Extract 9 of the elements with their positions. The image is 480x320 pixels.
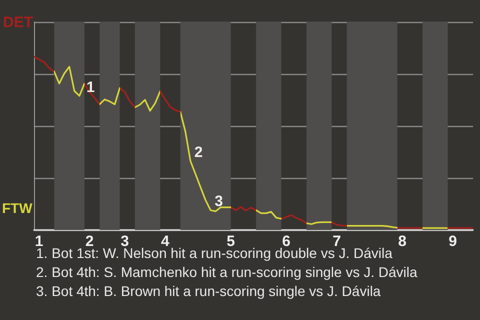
text: 3. Bot 4th: B. Brown hit a run-scoring single vs J. Dávila xyxy=(36,283,381,299)
annotation: 3 xyxy=(214,193,223,210)
text: DET xyxy=(3,14,33,31)
text: FTW xyxy=(2,200,34,216)
annotation: 1 xyxy=(86,78,95,96)
annotation: 2 xyxy=(194,144,203,162)
x-tick-label: 9 xyxy=(448,233,457,250)
text: 2. Bot 4th: S. Mamchenko hit a run-scoring single vs J. Dávila xyxy=(36,264,418,280)
x-tick-label: 8 xyxy=(398,233,407,250)
